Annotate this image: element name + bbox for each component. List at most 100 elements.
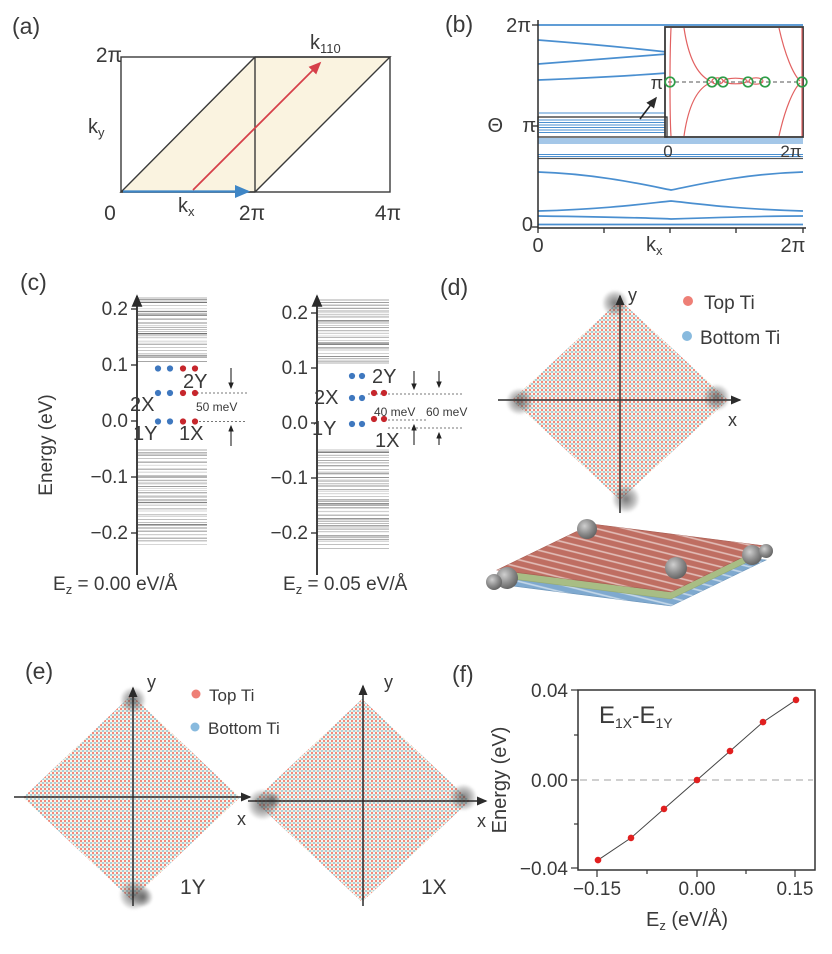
a-xtick-2pi: 2π xyxy=(239,202,265,225)
a-k110-label: k110 xyxy=(310,32,341,56)
corner-state-dot xyxy=(179,389,187,397)
panel-b-label: (b) xyxy=(445,11,473,37)
b-theta-axis-label: Θ xyxy=(487,115,503,137)
e-legend-top-ti-dot xyxy=(191,689,201,699)
data-point xyxy=(759,718,767,726)
corner-state-dot xyxy=(191,389,199,397)
c-right-ytick: 0.2 xyxy=(282,303,308,324)
f-ticks xyxy=(571,689,796,877)
panel-c-label: (c) xyxy=(20,269,47,295)
f-ytick: 0.04 xyxy=(531,681,568,702)
e1-y-axis-label: y xyxy=(147,672,156,692)
c-right-label-1x: 1X xyxy=(375,430,399,452)
c-gap-50mev: 50 meV xyxy=(196,400,237,414)
b-inset-xtick-2pi: 2π xyxy=(780,142,801,161)
c-right-label-1y: 1Y xyxy=(312,418,336,440)
f-xtick: 0.00 xyxy=(679,879,716,900)
corner-state-dot xyxy=(179,365,187,372)
inset-band-loop xyxy=(748,77,764,85)
f-title: E1X-E1Y xyxy=(599,702,673,731)
corner-state-dot xyxy=(358,372,366,380)
corner-state-dot xyxy=(380,415,388,423)
f-ytick: 0.00 xyxy=(531,771,568,792)
b-zoom-arrow xyxy=(639,96,657,120)
data-point xyxy=(660,805,668,813)
d-legend-bottom-ti: Bottom Ti xyxy=(700,328,780,349)
data-point xyxy=(693,776,701,784)
crossing-marker xyxy=(759,76,771,88)
charge-density-blob xyxy=(506,388,533,415)
crossing-marker xyxy=(717,76,729,88)
wannier-band xyxy=(537,72,668,81)
crossing-marker xyxy=(664,76,676,88)
f-ytick: −0.04 xyxy=(520,859,569,880)
corner-state-dot xyxy=(166,389,174,397)
e2-x-axis-label: x xyxy=(477,811,486,831)
corner-state-dot xyxy=(191,418,199,425)
panel-c: 0.2 0.1 0.0 −0.1 −0.2 0.2 0.1 0.0 −0.1 −… xyxy=(36,294,467,597)
c-ticks xyxy=(131,308,317,534)
c-right-ytick: −0.2 xyxy=(270,523,308,544)
crossing-marker xyxy=(706,76,718,88)
panel-a: 2π 0 2π 4π ky kx k110 xyxy=(88,32,401,225)
slab-corner-spheres xyxy=(486,519,773,590)
panel-d: x y Top Ti Bottom Ti xyxy=(498,285,780,513)
corner-state-dot xyxy=(358,394,366,402)
b-ytick-2pi: 2π xyxy=(506,15,531,37)
e-legend-bottom-ti-dot xyxy=(190,722,200,732)
b-xtick-0: 0 xyxy=(532,235,543,257)
a-xtick-0: 0 xyxy=(104,202,116,225)
data-point xyxy=(627,834,635,842)
corner-state-dot xyxy=(358,420,366,428)
c-left-ytick: −0.2 xyxy=(90,523,128,544)
b-band-curves xyxy=(537,24,804,226)
corner-state-dot xyxy=(370,389,378,397)
d-y-axis-label: y xyxy=(628,285,637,305)
panel-f: 0.04 0.00 −0.04 −0.15 0.00 0.15 Energy (… xyxy=(489,681,816,933)
wannier-band xyxy=(537,39,668,53)
data-point xyxy=(594,856,602,864)
crossing-marker xyxy=(796,76,808,88)
c-left-label-2y: 2Y xyxy=(183,371,207,393)
c-right-ytick: 0.0 xyxy=(282,413,308,434)
corner-state-dot xyxy=(191,365,199,372)
d-legend-top-ti: Top Ti xyxy=(704,293,755,314)
f-xlabel: Ez (eV/Å) xyxy=(646,908,728,933)
a-ytick-2pi: 2π xyxy=(96,44,122,67)
c-right-caption: Ez = 0.05 eV/Å xyxy=(283,574,408,597)
c-left-ytick: 0.0 xyxy=(102,411,128,432)
panel-a-label: (a) xyxy=(12,13,40,39)
corner-state-dot xyxy=(370,415,378,423)
e-legend-top-ti: Top Ti xyxy=(209,686,254,705)
f-xtick: 0.15 xyxy=(777,879,814,900)
c-continuum-levels xyxy=(138,297,389,549)
e-tag-1y: 1Y xyxy=(180,876,206,899)
crossing-marker xyxy=(742,76,754,88)
b-kx-axis-label: kx xyxy=(646,234,663,258)
corner-state-dot xyxy=(154,418,162,425)
panel-e-label: (e) xyxy=(25,658,53,684)
wannier-band xyxy=(537,171,804,191)
c-left-ytick: 0.1 xyxy=(102,355,128,376)
f-xtick: −0.15 xyxy=(573,879,621,900)
panel-d-label: (d) xyxy=(440,274,468,300)
b-inset-bands xyxy=(664,27,808,137)
inset-band-loop xyxy=(723,77,748,85)
c-left-label-2x: 2X xyxy=(130,394,154,416)
c-left-label-1y: 1Y xyxy=(133,423,157,445)
corner-state-dot xyxy=(166,418,174,425)
corner-state-dot xyxy=(348,420,356,428)
inset-band xyxy=(669,27,672,137)
e2-y-axis-label: y xyxy=(384,672,393,692)
inset-band xyxy=(683,27,711,82)
a-xtick-4pi: 4π xyxy=(375,202,401,225)
c-left-label-1x: 1X xyxy=(179,423,203,445)
a-kx-label: kx xyxy=(178,195,195,219)
wannier-band xyxy=(537,215,804,220)
c-gap-40mev: 40 meV xyxy=(374,405,415,419)
k110-arrow xyxy=(192,61,322,191)
corner-state-dot xyxy=(348,394,356,402)
corner-state-dot xyxy=(380,389,388,397)
c-gap-arrows xyxy=(228,368,442,446)
